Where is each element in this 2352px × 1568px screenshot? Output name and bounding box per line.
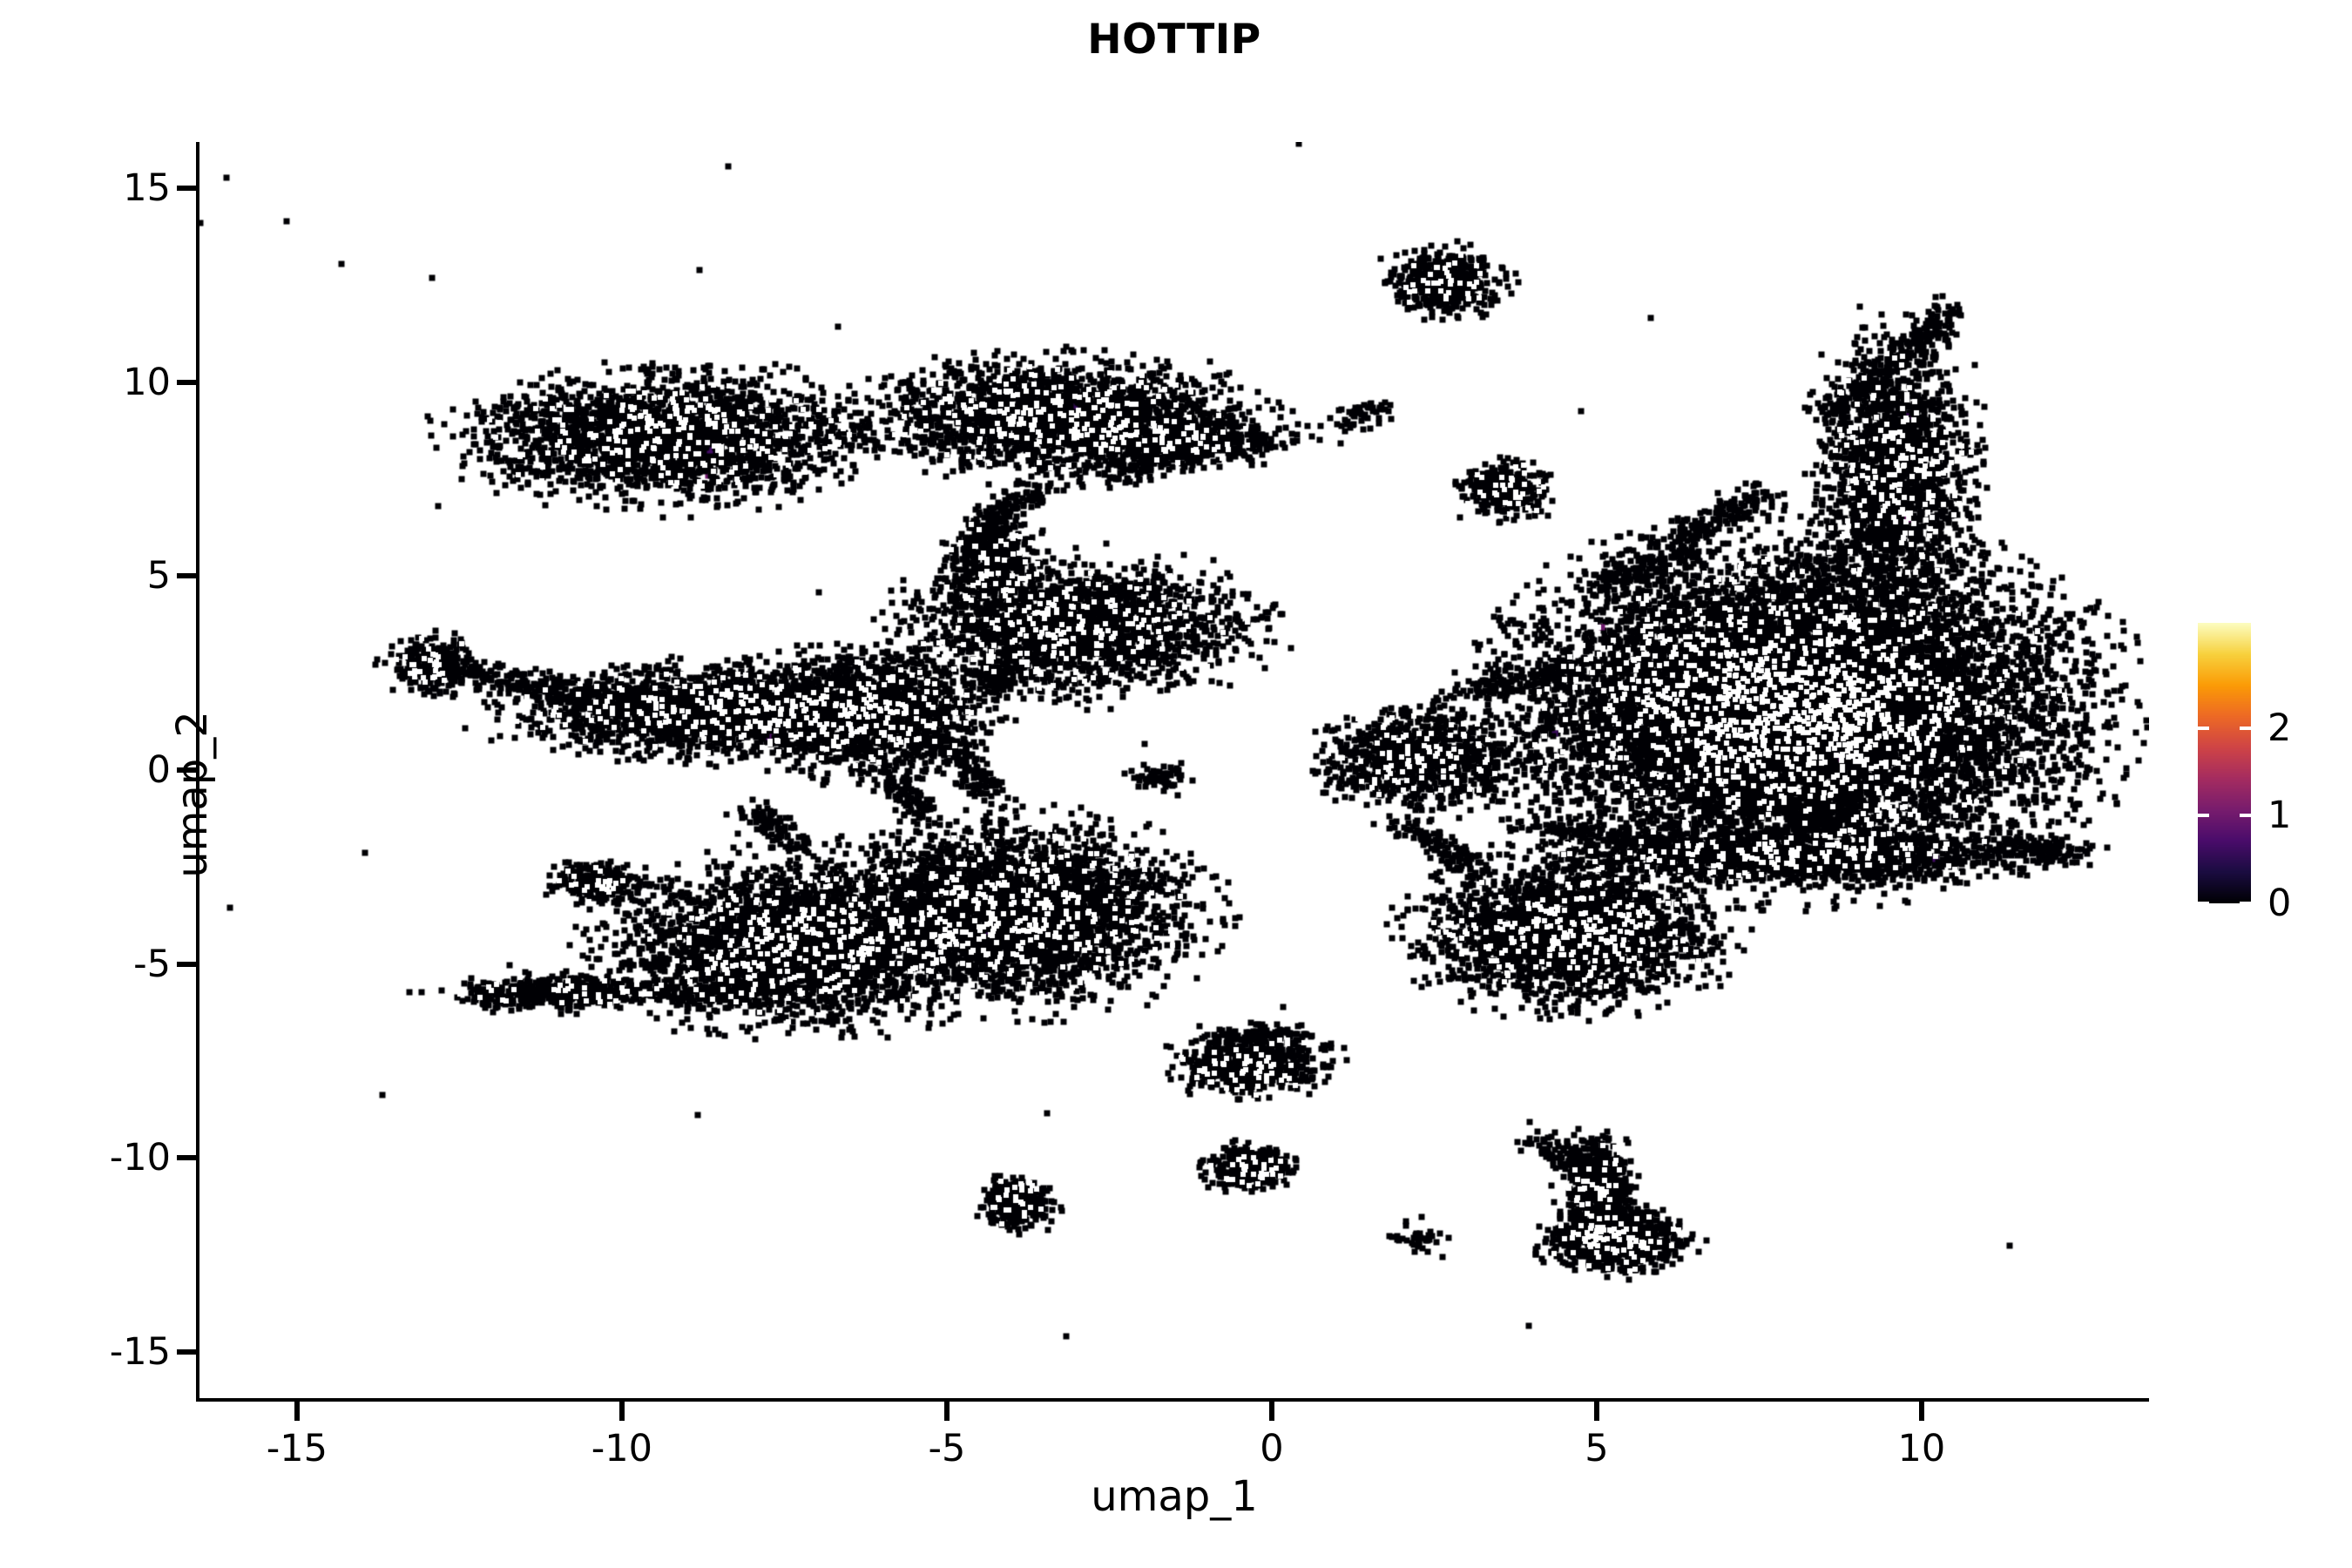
- y-tick-label: -15: [109, 1329, 171, 1374]
- y-tick-label: 5: [146, 554, 171, 598]
- colorbar-tick-label: 1: [2268, 794, 2292, 838]
- y-axis-label: umap_2: [168, 711, 217, 878]
- colorbar-tick-label: 2: [2268, 706, 2292, 750]
- colorbar: [2198, 623, 2251, 903]
- x-tick-mark: [294, 1402, 300, 1421]
- x-tick-mark: [618, 1402, 625, 1421]
- colorbar-tick-mark: [2198, 902, 2209, 905]
- y-tick-label: 0: [146, 748, 171, 792]
- x-tick-mark: [1268, 1402, 1274, 1421]
- x-tick-label: 5: [1585, 1427, 1609, 1470]
- y-tick-mark: [177, 961, 196, 967]
- y-tick-mark: [177, 1348, 196, 1355]
- x-tick-label: -10: [591, 1427, 653, 1470]
- x-tick-mark: [943, 1402, 950, 1421]
- x-tick-mark: [1593, 1402, 1599, 1421]
- x-axis-spine: [199, 1395, 2149, 1402]
- y-tick-mark: [177, 186, 196, 192]
- x-axis-label: umap_1: [1091, 1472, 1258, 1521]
- colorbar-tick-label: 0: [2268, 882, 2292, 925]
- plot-area: [199, 142, 2149, 1398]
- y-tick-mark: [177, 767, 196, 773]
- x-tick-label: -15: [266, 1427, 328, 1470]
- y-tick-label: -5: [133, 942, 171, 986]
- y-tick-mark: [177, 379, 196, 385]
- x-tick-mark: [1918, 1402, 1924, 1421]
- colorbar-tick-mark: [2240, 726, 2251, 730]
- y-tick-label: 15: [123, 166, 171, 211]
- colorbar-tick-mark: [2240, 902, 2251, 905]
- x-tick-label: -5: [928, 1427, 966, 1470]
- page-title: HOTTIP: [1087, 16, 1261, 64]
- x-tick-label: 10: [1897, 1427, 1946, 1470]
- colorbar-tick-mark: [2198, 726, 2209, 730]
- y-tick-mark: [177, 573, 196, 579]
- y-tick-label: 10: [123, 360, 171, 404]
- x-tick-label: 0: [1260, 1427, 1284, 1470]
- y-tick-mark: [177, 1155, 196, 1161]
- colorbar-tick-mark: [2198, 814, 2209, 818]
- colorbar-gradient: [2198, 623, 2251, 903]
- scatter-canvas: [199, 142, 2149, 1398]
- y-tick-label: -10: [109, 1136, 171, 1180]
- colorbar-tick-mark: [2240, 814, 2251, 818]
